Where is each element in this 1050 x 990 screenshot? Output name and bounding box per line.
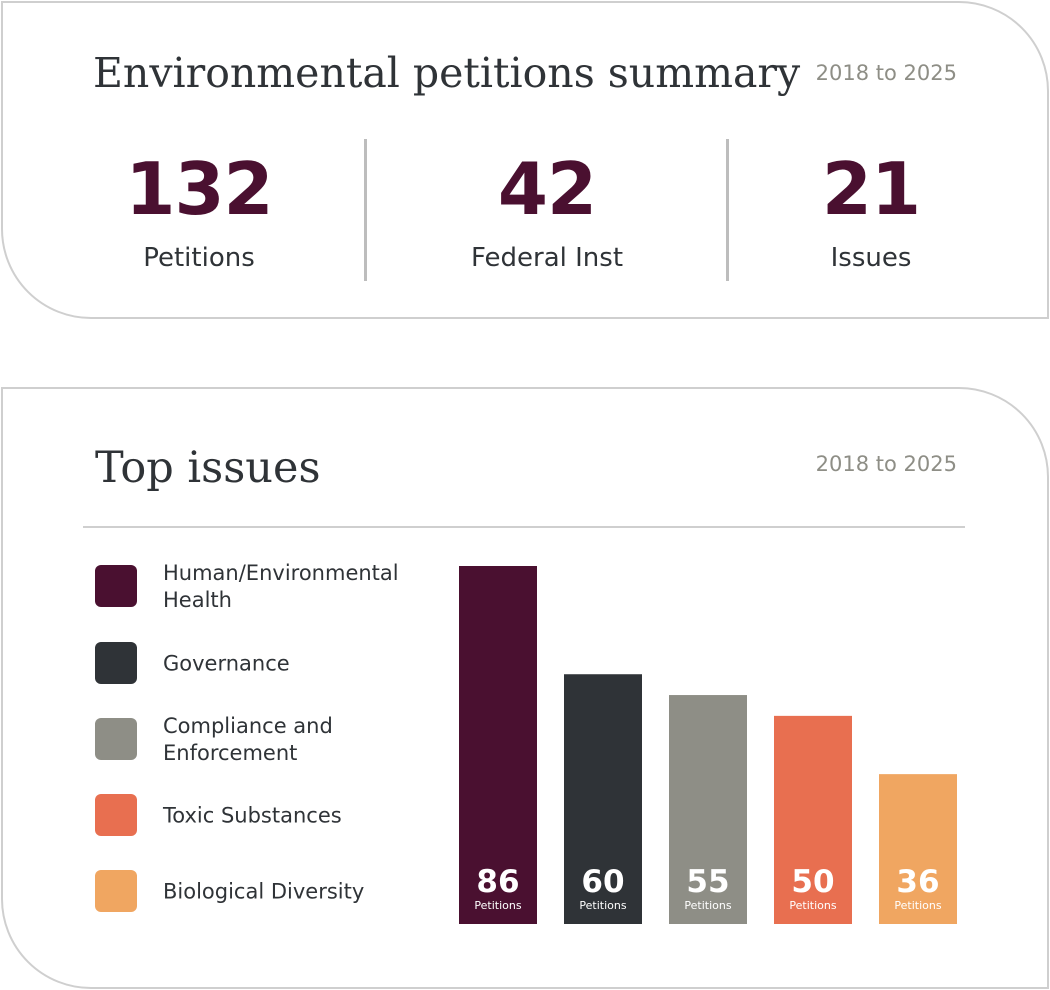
stat-divider bbox=[364, 139, 367, 281]
legend-swatch bbox=[95, 565, 137, 607]
bar-value-label: 36 bbox=[896, 864, 939, 900]
stat-federal-inst-label: Federal Inst bbox=[470, 243, 624, 273]
legend-swatch bbox=[95, 642, 137, 684]
legend-item: Biological Diversity bbox=[95, 870, 435, 914]
legend-label: Biological Diversity bbox=[163, 879, 365, 904]
bar-1 bbox=[564, 674, 642, 924]
bar-value-label: 55 bbox=[686, 864, 729, 900]
stat-issues-value: 21 bbox=[821, 147, 921, 231]
top-issues-bar-chart: 86Petitions60Petitions55Petitions50Petit… bbox=[459, 566, 957, 924]
legend-item: Compliance and Enforcement bbox=[95, 714, 435, 765]
bar-unit-label: Petitions bbox=[894, 899, 941, 912]
stat-petitions-label: Petitions bbox=[143, 243, 255, 273]
bar-value-label: 60 bbox=[581, 864, 624, 900]
top-issues-title: Top issues bbox=[95, 443, 321, 493]
legend-label: Governance bbox=[163, 651, 290, 676]
legend-swatch bbox=[95, 718, 137, 760]
legend-item: Human/Environmental Health bbox=[95, 561, 435, 612]
summary-title: Environmental petitions summary bbox=[93, 49, 801, 97]
bar-3 bbox=[774, 715, 852, 924]
stat-petitions-value: 132 bbox=[125, 147, 273, 231]
legend-label: Toxic Substances bbox=[163, 803, 342, 828]
top-issues-card: Top issues 2018 to 2025 Human/Environmen… bbox=[1, 387, 1049, 989]
legend-label: Human/Environmental Health bbox=[163, 561, 399, 612]
stat-issues: 21 Issues bbox=[731, 153, 1011, 271]
bar-unit-label: Petitions bbox=[684, 899, 731, 912]
legend-swatch bbox=[95, 794, 137, 836]
legend-item: Governance bbox=[95, 642, 435, 686]
stat-issues-label: Issues bbox=[830, 243, 912, 273]
summary-date-range: 2018 to 2025 bbox=[815, 61, 957, 85]
top-issues-date-range: 2018 to 2025 bbox=[815, 452, 957, 476]
stat-petitions: 132 Petitions bbox=[59, 153, 339, 271]
stat-federal-inst: 42 Federal Inst bbox=[407, 153, 687, 271]
stat-federal-inst-value: 42 bbox=[497, 147, 597, 231]
legend-item: Toxic Substances bbox=[95, 794, 435, 838]
bar-0 bbox=[459, 566, 537, 924]
bar-unit-label: Petitions bbox=[789, 899, 836, 912]
stat-divider bbox=[726, 139, 729, 281]
bar-2 bbox=[669, 695, 747, 924]
summary-card: Environmental petitions summary 2018 to … bbox=[1, 1, 1049, 319]
bar-value-label: 86 bbox=[476, 864, 519, 900]
legend-label: Compliance and Enforcement bbox=[163, 714, 333, 765]
bar-unit-label: Petitions bbox=[474, 899, 521, 912]
bar-value-label: 50 bbox=[791, 864, 834, 900]
legend-swatch bbox=[95, 870, 137, 912]
bar-unit-label: Petitions bbox=[579, 899, 626, 912]
title-divider bbox=[83, 526, 965, 528]
bar-4 bbox=[879, 774, 957, 924]
